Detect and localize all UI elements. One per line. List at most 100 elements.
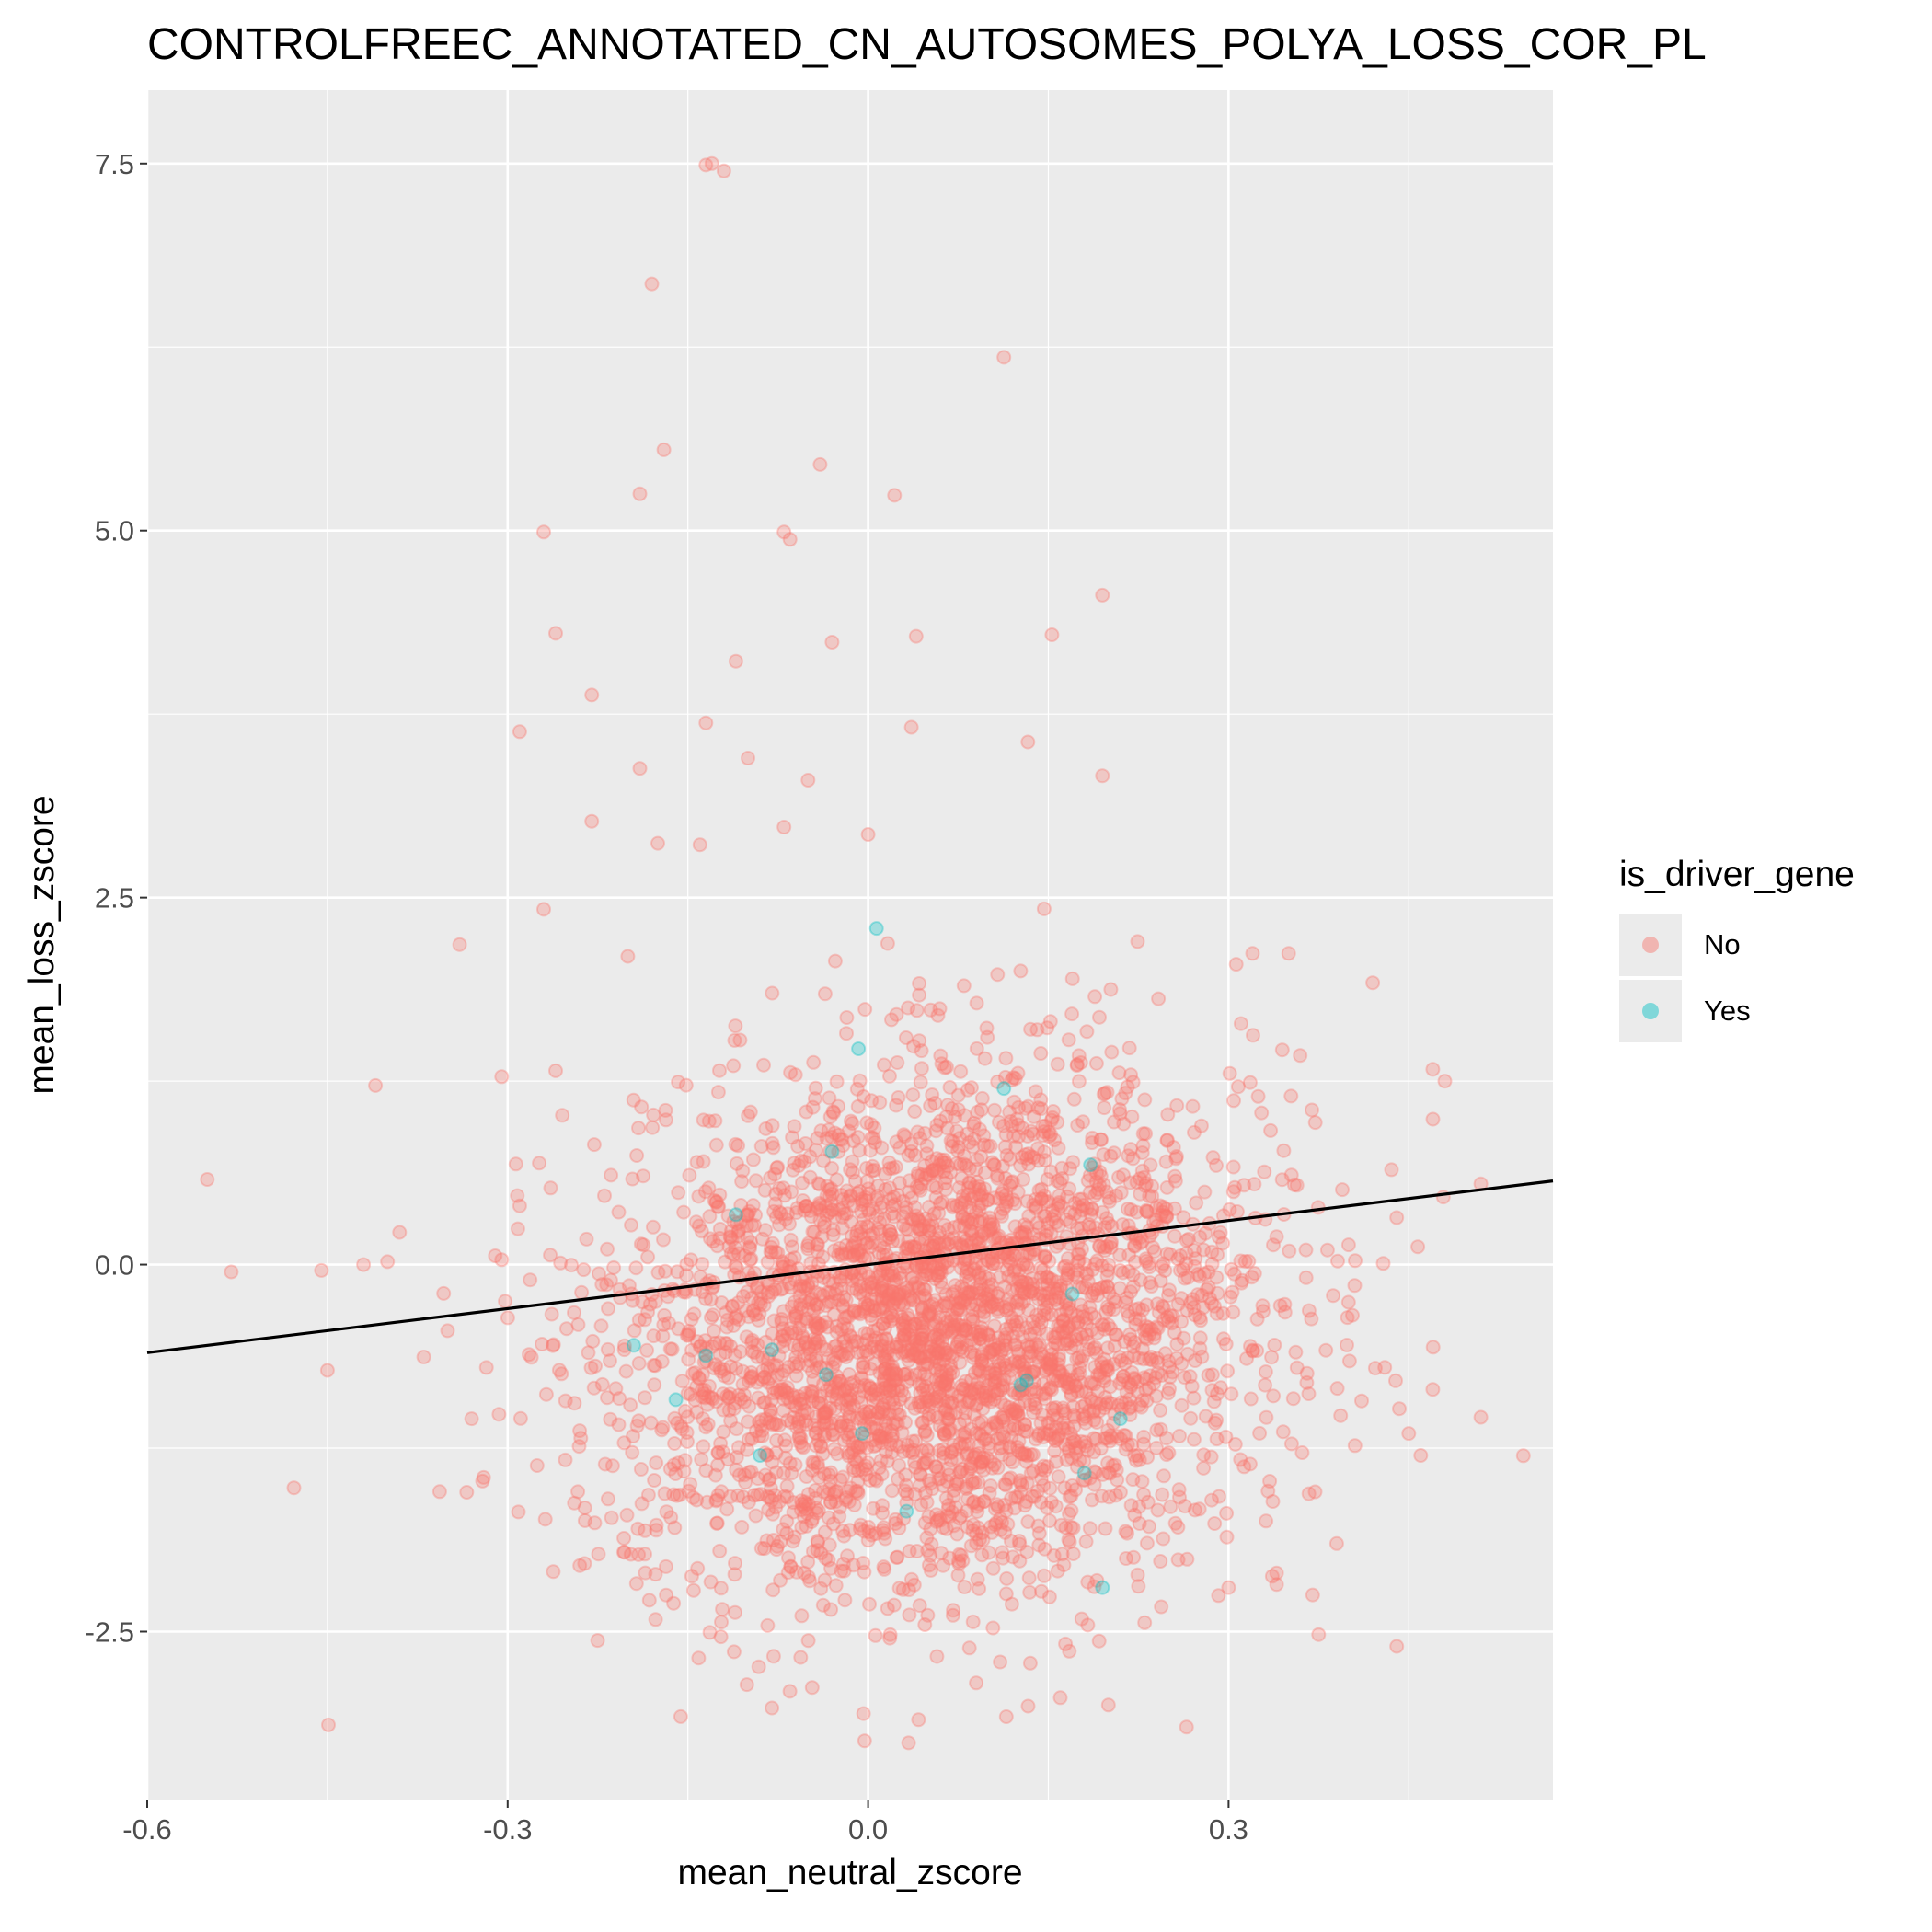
point-no [858,1190,873,1205]
point-no [712,1187,728,1202]
point-no [623,1397,638,1413]
point-no [797,1202,812,1218]
point-no [897,1314,913,1329]
point-no [856,1706,871,1721]
point-no [586,1380,602,1396]
point-no [1092,1178,1108,1193]
point-no [819,1207,834,1223]
point-no [914,1443,930,1459]
point-no [868,1383,883,1398]
point-no [843,1376,858,1392]
point-no [1266,1237,1281,1253]
point-no [912,1339,927,1354]
point-no [885,1234,900,1249]
point-no [1021,1570,1037,1586]
point-no [926,1317,941,1332]
point-no [710,1085,726,1100]
point-no [1045,1372,1061,1387]
point-no [1040,1306,1054,1322]
point-no [972,1282,987,1298]
point-no [1167,1325,1182,1340]
point-yes [899,1503,914,1519]
point-no [1139,1297,1155,1313]
point-no [845,1558,861,1573]
point-no [834,1246,850,1261]
point-no [837,1310,853,1326]
point-no [1367,1361,1383,1376]
point-no [950,1568,966,1583]
point-no [629,1148,645,1163]
point-no [858,1461,874,1477]
point-no [1017,1217,1032,1233]
point-no [741,751,755,765]
point-no [824,635,840,650]
point-no [787,1156,802,1171]
point-no [993,1654,1008,1670]
point-no [912,976,927,991]
point-no [757,1467,773,1483]
point-no [956,1219,972,1235]
point-no [1056,1312,1072,1328]
point-no [871,1245,887,1260]
point-no [964,1372,979,1387]
point-no [874,1140,890,1156]
point-no [913,1311,928,1327]
point-no [1040,1285,1055,1301]
point-no [1095,587,1110,603]
point-no [875,1505,891,1521]
point-no [1003,1470,1018,1486]
point-no [941,1232,957,1247]
point-yes [753,1448,768,1463]
point-no [1169,1098,1185,1113]
point-no [776,1328,790,1344]
point-no [1094,1280,1110,1295]
point-no [952,1511,968,1526]
point-no [832,1240,847,1256]
point-no [1413,1448,1429,1463]
point-no [900,1239,914,1255]
point-no [822,1189,837,1204]
point-no [945,1607,960,1623]
point-no [1064,1520,1079,1535]
point-no [628,1576,644,1592]
point-no [730,1246,746,1261]
point-no [734,1174,750,1190]
point-no [723,1413,739,1429]
point-no [861,1378,877,1394]
point-no [1107,1339,1122,1353]
point-no [1177,1271,1192,1286]
point-no [883,1436,898,1452]
point-no [887,488,903,503]
point-no [951,1547,967,1562]
point-no [970,1504,985,1519]
point-no [1237,1254,1253,1270]
point-no [921,1307,937,1322]
point-no [1075,1399,1090,1414]
point-no [1293,1048,1308,1064]
point-no [923,1562,938,1578]
point-no [923,1002,938,1018]
point-no [966,1494,982,1510]
point-no [938,1170,954,1186]
point-no [821,1284,836,1300]
point-no [1130,1567,1145,1582]
point-no [1222,1202,1237,1217]
point-no [882,1230,897,1246]
point-no [882,1383,898,1398]
point-no [950,1334,966,1350]
point-no [917,1282,933,1297]
point-no [698,1420,714,1435]
point-no [1056,1403,1071,1419]
point-no [810,1331,825,1347]
point-no [782,1684,798,1699]
point-no [854,1193,869,1209]
point-yes [996,1081,1012,1097]
point-no [1080,1574,1096,1590]
point-no [625,1293,640,1308]
point-no [1307,1115,1323,1131]
point-no [1106,1114,1121,1130]
point-no [642,1296,658,1312]
point-no [1116,1167,1131,1183]
point-no [866,1131,881,1145]
point-no [949,1301,965,1317]
